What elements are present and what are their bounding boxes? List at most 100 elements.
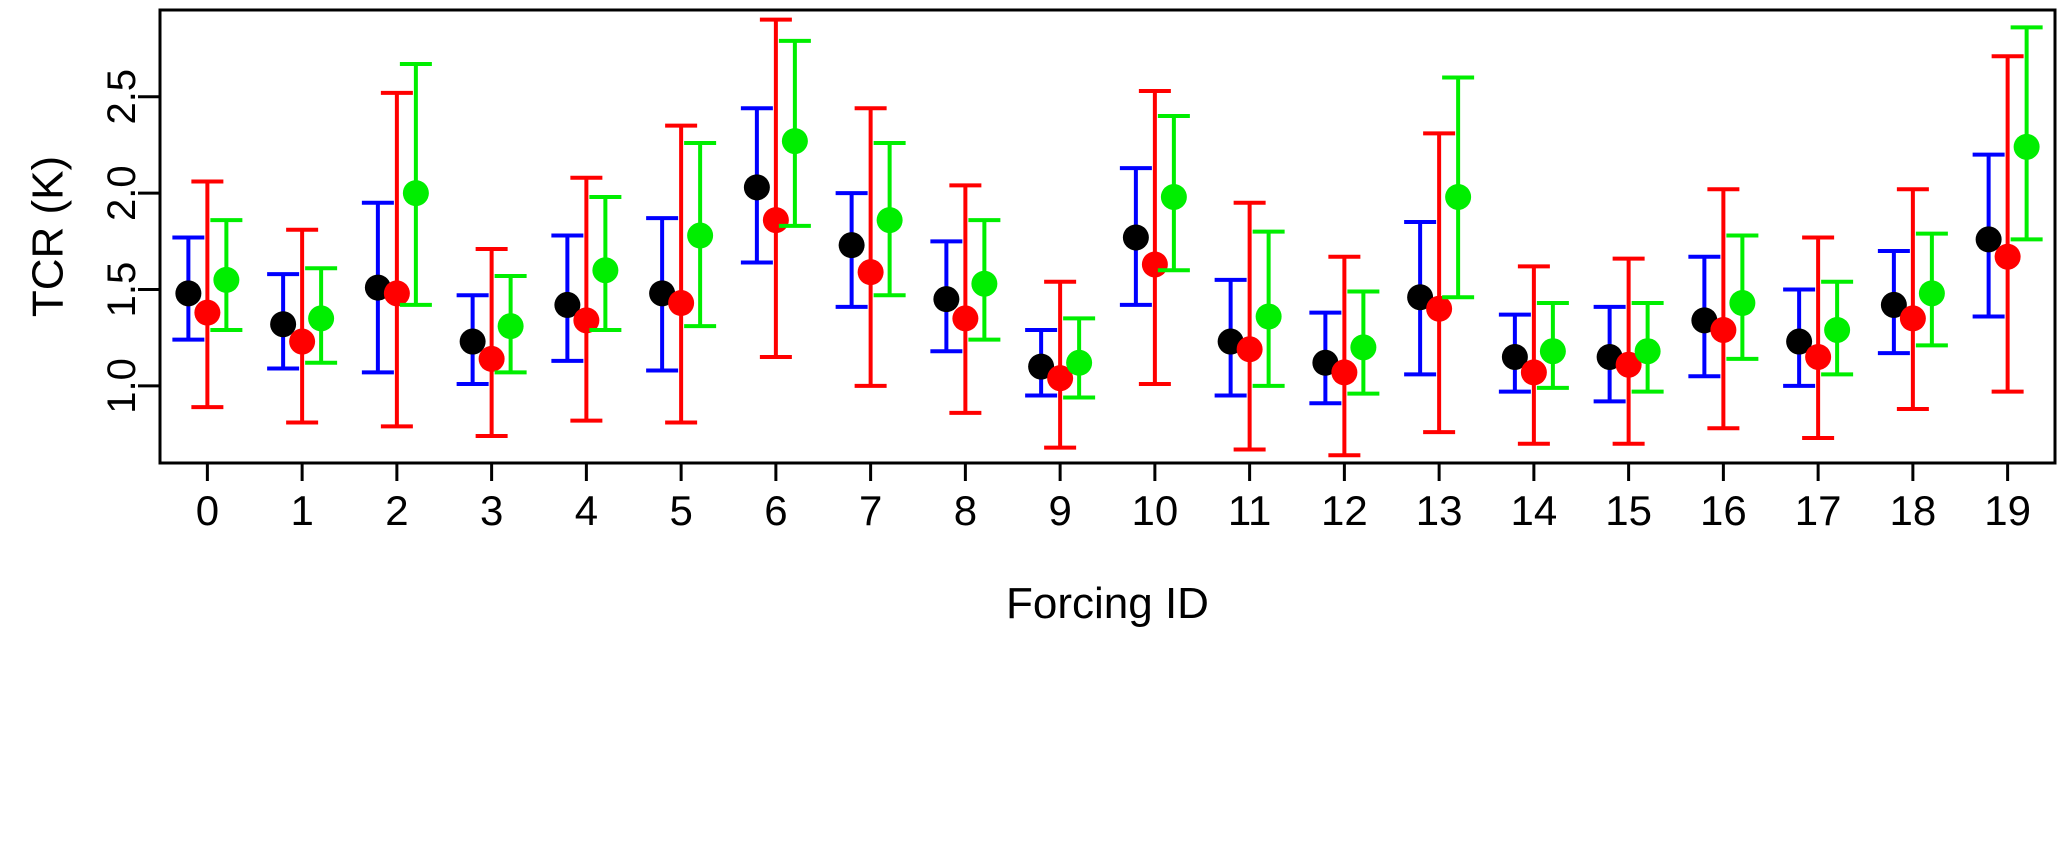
data-point-marker [1824, 316, 1851, 343]
plot-box [158, 8, 2057, 465]
data-point-marker [1236, 336, 1263, 363]
y-axis-title: TCR (K) [24, 156, 73, 317]
errorbar-group [1612, 256, 1645, 446]
errorbar-group [854, 106, 887, 388]
y-axis-tick-label: 2.5 [100, 69, 144, 125]
errorbar-group [1896, 187, 1929, 412]
errorbar-group [191, 179, 224, 410]
errorbar-group [1802, 235, 1835, 440]
data-point-marker [781, 128, 808, 155]
x-axis-tick-label: 12 [1321, 487, 1368, 534]
data-point-marker [194, 299, 221, 326]
data-point-marker [971, 270, 998, 297]
x-axis-tick-label: 19 [1984, 487, 2031, 534]
data-point-marker [1520, 359, 1547, 386]
data-point-marker [270, 311, 297, 338]
data-point-marker [478, 345, 505, 372]
data-point-marker [1350, 334, 1377, 361]
data-point-marker [687, 222, 714, 249]
data-point-marker [1710, 316, 1737, 343]
data-point-marker [1160, 183, 1187, 210]
x-axis-tick-label: 7 [859, 487, 882, 534]
y-axis-tick-label: 1.5 [100, 262, 144, 318]
x-axis-tick-label: 2 [385, 487, 408, 534]
y-axis-tick-label: 2.0 [100, 165, 144, 221]
data-point-marker [1994, 243, 2021, 270]
y-axis-tick-label: 1.0 [100, 358, 144, 414]
data-point-marker [1047, 365, 1074, 392]
data-point-marker [459, 328, 486, 355]
x-axis-tick-label: 15 [1605, 487, 1652, 534]
errorbar-group [1517, 264, 1550, 446]
x-axis-tick-label: 4 [575, 487, 598, 534]
data-point-marker [933, 286, 960, 313]
data-point-marker [952, 305, 979, 332]
data-point-marker [497, 313, 524, 340]
data-point-marker [1786, 328, 1813, 355]
data-point-marker [2013, 133, 2040, 160]
data-point-marker [1331, 359, 1358, 386]
data-point-marker [1445, 183, 1472, 210]
data-point-marker [1729, 290, 1756, 317]
data-point-marker [402, 180, 429, 207]
errorbar-group [1044, 279, 1077, 450]
errorbar-group [286, 227, 319, 425]
data-point-marker [1141, 251, 1168, 278]
data-point-marker [308, 305, 335, 332]
x-axis-tick-label: 14 [1511, 487, 1558, 534]
errorbar-group [570, 175, 603, 423]
errorbar-group [380, 90, 413, 429]
x-axis-tick-label: 9 [1048, 487, 1071, 534]
data-point-marker [876, 207, 903, 234]
data-point-marker [1805, 343, 1832, 370]
x-axis-tick-label: 1 [290, 487, 313, 534]
errorbar-group [1328, 254, 1361, 458]
data-point-marker [1634, 338, 1661, 365]
data-point-marker [1975, 226, 2002, 253]
errorbar-group [949, 183, 982, 415]
data-point-marker [175, 280, 202, 307]
data-point-marker [743, 174, 770, 201]
errorbar-group [1423, 131, 1456, 435]
errorbar-group [1233, 200, 1266, 452]
x-axis-tick-label: 17 [1795, 487, 1842, 534]
data-point-marker [573, 307, 600, 334]
data-point-marker [1899, 305, 1926, 332]
data-point-marker [1501, 343, 1528, 370]
data-point-marker [1028, 353, 1055, 380]
data-point-marker [1426, 295, 1453, 322]
data-point-marker [383, 280, 410, 307]
x-axis-tick-label: 8 [954, 487, 977, 534]
data-point-marker [1539, 338, 1566, 365]
x-axis-tick-label: 10 [1132, 487, 1179, 534]
data-point-marker [1880, 291, 1907, 318]
errorbar-group [759, 17, 792, 359]
x-axis-tick-label: 6 [764, 487, 787, 534]
x-axis-tick-label: 11 [1228, 487, 1272, 534]
data-point-marker [762, 207, 789, 234]
errorbar-group [1707, 187, 1740, 431]
data-point-marker [289, 328, 316, 355]
data-point-marker [1918, 280, 1945, 307]
data-point-marker [592, 257, 619, 284]
x-axis-tick-label: 3 [480, 487, 503, 534]
x-axis-tick-label: 13 [1416, 487, 1463, 534]
data-point-marker [1066, 349, 1093, 376]
errorbar-group [1991, 54, 2024, 394]
data-point-marker [1615, 351, 1642, 378]
errorbar-group [475, 247, 508, 439]
errorbar-group [2010, 25, 2043, 242]
x-axis-tick-label: 18 [1890, 487, 1937, 534]
data-point-marker [1255, 303, 1282, 330]
x-axis-tick-label: 5 [669, 487, 692, 534]
data-point-marker [838, 232, 865, 259]
data-point-marker [668, 290, 695, 317]
data-point-marker [213, 266, 240, 293]
x-axis-title: Forcing ID [1006, 579, 1209, 628]
data-point-marker [554, 291, 581, 318]
data-point-marker [857, 259, 884, 286]
errorbar-group [1138, 88, 1171, 386]
x-axis-tick-label: 16 [1700, 487, 1747, 534]
